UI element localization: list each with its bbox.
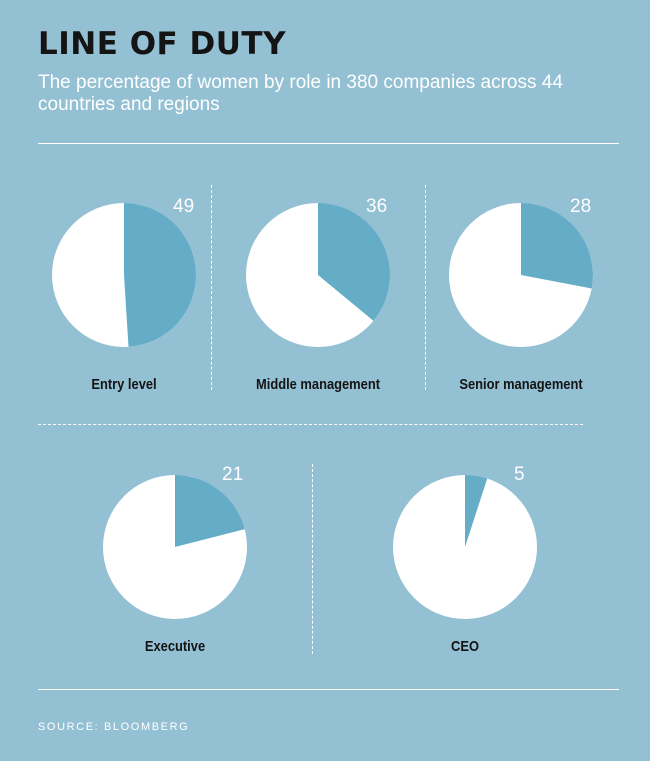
divider-horizontal — [38, 424, 583, 425]
value-label-entry-level: 49 — [173, 196, 195, 217]
pie-slice-entry-level — [124, 203, 196, 347]
value-label-senior-management: 28 — [570, 196, 592, 217]
divider-vertical-2 — [425, 185, 426, 390]
pie-slice-executive — [175, 475, 245, 547]
top-divider — [38, 143, 619, 144]
pie-slice-ceo — [465, 475, 488, 547]
role-label-senior-management: Senior management — [459, 376, 583, 393]
chart-title: LINE OF DUTY — [38, 26, 287, 62]
chart-subtitle: The percentage of women by role in 380 c… — [38, 72, 563, 115]
value-label-executive: 21 — [222, 464, 244, 485]
role-label-executive: Executive — [144, 638, 206, 655]
value-label-middle-management: 36 — [366, 196, 388, 217]
pie-slice-middle-management — [318, 202, 391, 321]
divider-vertical-3 — [312, 464, 313, 654]
divider-vertical-1 — [211, 185, 212, 390]
bottom-divider — [38, 689, 619, 690]
role-label-ceo: CEO — [451, 638, 479, 655]
source-note: SOURCE: BLOOMBERG — [38, 721, 190, 733]
value-label-ceo: 5 — [514, 464, 525, 485]
role-label-middle-management: Middle management — [255, 376, 381, 393]
role-label-entry-level: Entry level — [91, 376, 157, 393]
pie-slice-senior-management — [521, 203, 593, 289]
